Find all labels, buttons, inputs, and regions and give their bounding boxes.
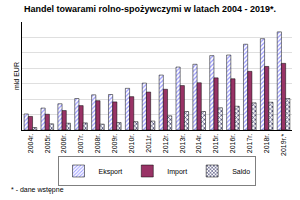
svg-text:2007r.: 2007r. xyxy=(77,134,84,154)
svg-text:2019r.*: 2019r.* xyxy=(280,134,287,156)
svg-text:Saldo: Saldo xyxy=(232,168,250,175)
svg-text:2013r.: 2013r. xyxy=(179,134,186,154)
svg-text:* - dane wstępne: * - dane wstępne xyxy=(11,186,64,194)
svg-text:Import: Import xyxy=(167,168,187,176)
svg-text:2005r.: 2005r. xyxy=(44,134,51,154)
svg-text:2008r.: 2008r. xyxy=(94,134,101,154)
svg-text:Eksport: Eksport xyxy=(99,168,123,176)
svg-text:mld EUR: mld EUR xyxy=(13,62,20,90)
svg-text:2009r.: 2009r. xyxy=(111,134,118,154)
svg-text:2017r.: 2017r. xyxy=(246,134,253,154)
svg-text:2011r.: 2011r. xyxy=(145,134,152,153)
svg-text:2016r.: 2016r. xyxy=(229,134,236,154)
svg-text:2012r.: 2012r. xyxy=(162,134,169,154)
svg-text:2010r.: 2010r. xyxy=(128,134,135,154)
svg-text:2004r.: 2004r. xyxy=(27,134,34,154)
svg-text:2006r.: 2006r. xyxy=(60,134,67,154)
svg-text:Handel towarami rolno-spożywcz: Handel towarami rolno-spożywczymi w lata… xyxy=(24,4,276,14)
svg-text:2014r.: 2014r. xyxy=(195,134,202,154)
svg-text:2018r.: 2018r. xyxy=(263,134,270,154)
svg-text:2015r.: 2015r. xyxy=(212,134,219,154)
